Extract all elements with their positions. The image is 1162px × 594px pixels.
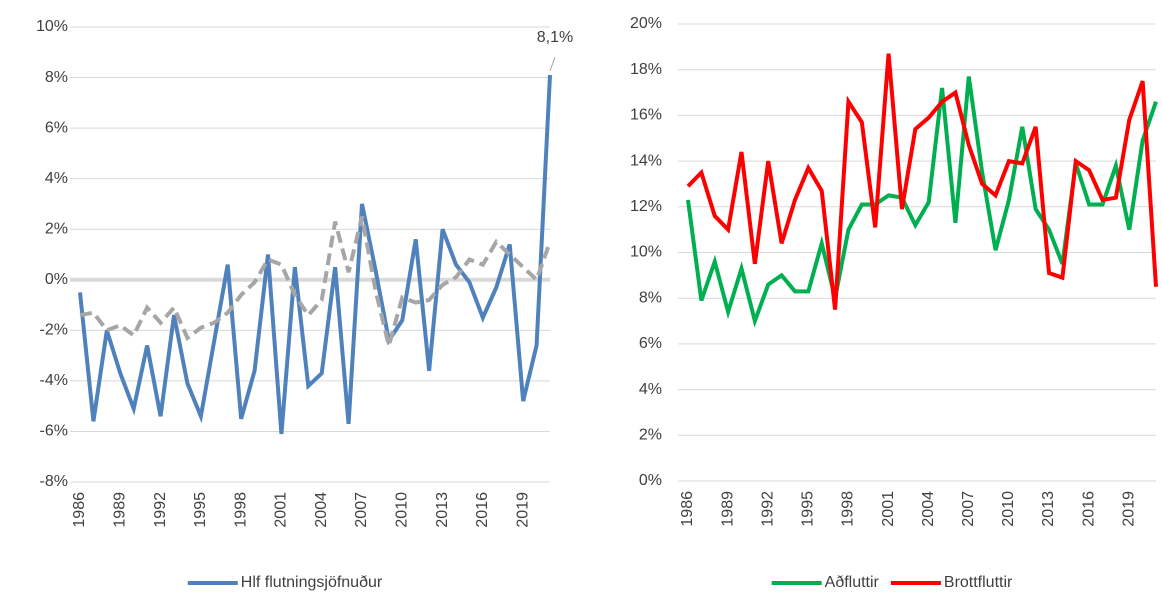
y-tick-label: 2% — [639, 427, 662, 444]
x-tick-label: 2007 — [353, 492, 370, 528]
data-line — [79, 216, 552, 354]
chart: -8% -6% -4% -2% 0% 2% 4% 6% 8% 10% 1986 1989 1992 199… — [36, 18, 573, 591]
leader-line — [549, 56, 556, 72]
y-tick-label: 6% — [639, 335, 662, 352]
y-tick-label: -4% — [40, 372, 68, 389]
legend-label: Aðfluttir — [825, 574, 880, 591]
y-tick-label: 8% — [45, 69, 68, 86]
x-tick-label: 2001 — [273, 492, 290, 528]
x-tick-label: 1986 — [679, 491, 696, 527]
x-tick-label: 2007 — [960, 491, 977, 527]
data-line — [78, 74, 552, 435]
x-tick-label: 1992 — [759, 491, 776, 527]
legend-label: Hlf flutningsjöfnuður — [241, 574, 383, 591]
data-line — [686, 53, 1158, 310]
x-tick-label: 2019 — [1120, 491, 1137, 527]
y-tick-label: -2% — [40, 322, 68, 339]
legend-label: Brottfluttir — [944, 574, 1013, 591]
y-tick-label: 20% — [630, 15, 662, 32]
data-line — [686, 76, 1158, 328]
y-tick-label: 14% — [630, 152, 662, 169]
y-tick-label: 8% — [639, 289, 662, 306]
x-tick-label: 1998 — [840, 491, 857, 527]
y-tick-label: 10% — [36, 18, 68, 35]
y-tick-label: 4% — [639, 381, 662, 398]
data-label: 8,1% — [537, 29, 573, 46]
y-tick-label: 0% — [639, 472, 662, 489]
y-tick-label: -6% — [40, 423, 68, 440]
y-tick-label: 6% — [45, 119, 68, 136]
x-tick-label: 1989 — [719, 491, 736, 527]
y-tick-label: -8% — [40, 473, 68, 490]
x-tick-label: 1998 — [232, 492, 249, 528]
x-tick-label: 1992 — [152, 492, 169, 528]
x-tick-label: 2004 — [313, 492, 330, 528]
x-tick-label: 2013 — [434, 492, 451, 528]
x-tick-label: 1995 — [800, 491, 817, 527]
x-tick-label: 1986 — [71, 492, 88, 528]
y-tick-label: 18% — [630, 61, 662, 78]
y-tick-label: 0% — [45, 271, 68, 288]
legend: Hlf flutningsjöfnuður — [187, 574, 383, 591]
y-tick-label: 4% — [45, 170, 68, 187]
legend: Aðfluttir Brottfluttir — [771, 574, 1013, 591]
y-tick-label: 12% — [630, 198, 662, 215]
x-tick-label: 2016 — [1080, 491, 1097, 527]
y-tick-label: 10% — [630, 244, 662, 261]
x-tick-label: 1989 — [112, 492, 129, 528]
x-tick-label: 2016 — [474, 492, 491, 528]
x-tick-label: 2010 — [1000, 491, 1017, 527]
x-tick-label: 1995 — [192, 492, 209, 528]
x-tick-label: 2013 — [1040, 491, 1057, 527]
y-tick-label: 2% — [45, 220, 68, 237]
x-tick-label: 2004 — [920, 491, 937, 527]
chart: 0% 2% 4% 6% 8% 10% 12% 14% 16% 18% 20% 1986 1989 1992… — [630, 15, 1158, 591]
y-tick-label: 16% — [630, 107, 662, 124]
x-tick-label: 2019 — [514, 492, 531, 528]
x-tick-label: 2010 — [394, 492, 411, 528]
x-tick-label: 2001 — [880, 491, 897, 527]
